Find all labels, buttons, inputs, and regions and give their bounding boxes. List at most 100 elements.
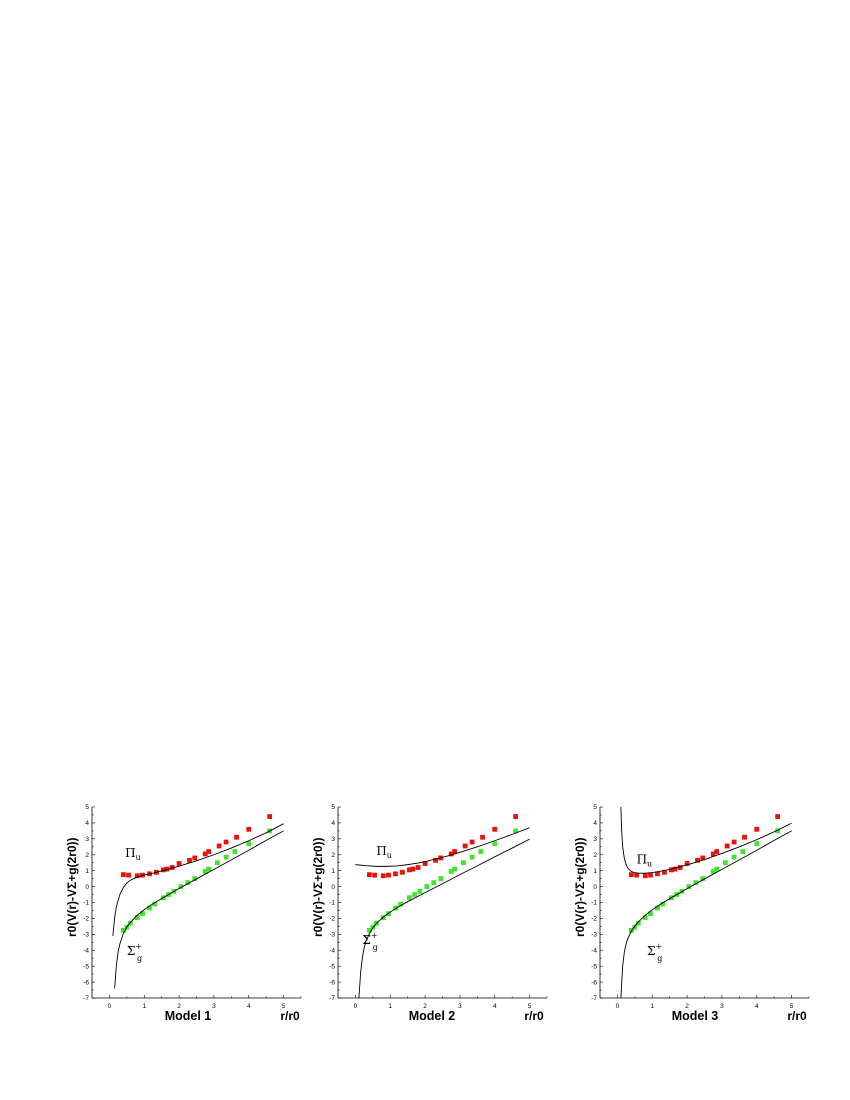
y-tick-label: 2: [593, 852, 597, 859]
y-tick-label: 0: [331, 884, 335, 891]
x-axis-label: r/r0: [280, 1009, 300, 1023]
sigma-g-point: [147, 905, 152, 911]
model-curve: [620, 830, 792, 998]
y-tick-label: 4: [85, 820, 89, 827]
model-title: Model 1: [165, 1009, 212, 1023]
y-tick-label: 4: [331, 820, 335, 827]
model-curve: [358, 838, 530, 998]
pi-u-point: [684, 861, 690, 866]
y-tick-label: -5: [591, 963, 597, 970]
x-tick-label: 1: [388, 1003, 392, 1010]
pi-u-point: [695, 857, 700, 863]
pi-u-point: [724, 843, 730, 849]
pi-u-point: [462, 843, 468, 849]
pi-u-point: [126, 872, 131, 878]
sigma-g-point: [178, 884, 184, 889]
sigma-g-point: [632, 924, 638, 930]
sigma-g-point: [492, 841, 498, 847]
pi-u-point: [700, 855, 706, 861]
pi-u-point: [176, 861, 182, 866]
model-curve: [112, 823, 284, 936]
pi-u-label: Πu: [376, 844, 392, 860]
x-tick-label: 4: [493, 1003, 497, 1010]
y-tick-label: -7: [83, 995, 89, 1002]
sigma-g-point: [407, 895, 412, 901]
pi-u-point: [754, 826, 760, 832]
y-axis-label: r0(V(r)-VΣ+g(2r0)): [65, 837, 79, 937]
y-tick-label: -3: [329, 932, 335, 939]
sigma-g-point: [366, 927, 372, 933]
y-tick-label: 0: [85, 884, 89, 891]
sigma-g-point: [223, 854, 229, 860]
y-tick-label: -1: [329, 900, 335, 907]
y-tick-label: -1: [83, 900, 89, 907]
x-tick-label: 2: [177, 1003, 181, 1010]
chart-panel-1: -7 -6 -5 -4 -3 -2 -1 0 1 2 3 4 5 0 1 2 3 4 5 Πu Σ+ g r0(V(r)-V…: [65, 804, 302, 1023]
y-tick-label: -5: [329, 963, 335, 970]
pi-u-label: Πu: [125, 846, 141, 862]
y-tick-label: 0: [593, 884, 597, 891]
pi-u-point: [775, 814, 781, 819]
sigma-g-point: [731, 854, 737, 860]
y-tick-label: 5: [331, 804, 335, 811]
sigma-g-point: [202, 869, 208, 874]
x-tick-label: 4: [247, 1003, 251, 1010]
pi-u-point: [169, 865, 175, 870]
sigma-g-point: [740, 849, 746, 854]
model-curve: [114, 830, 284, 989]
pi-u-point: [469, 839, 475, 845]
sigma-g-point: [469, 854, 475, 860]
pi-u-point: [234, 834, 239, 840]
sigma-g-point: [723, 860, 728, 866]
sigma-g-point: [448, 869, 454, 874]
sigma-g-point: [714, 866, 720, 872]
y-tick-label: -6: [329, 979, 335, 986]
x-tick-label: 0: [616, 1003, 620, 1010]
pi-u-point: [448, 851, 454, 857]
x-tick-label: 0: [108, 1003, 112, 1010]
sigma-g-point: [686, 884, 692, 889]
pi-u-point: [422, 861, 428, 866]
y-tick-label: 5: [593, 804, 597, 811]
pi-u-point: [187, 857, 192, 863]
pi-u-point: [400, 869, 405, 875]
model-title: Model 2: [409, 1009, 456, 1023]
pi-u-point: [134, 873, 140, 879]
y-tick-label: -5: [83, 963, 89, 970]
y-tick-label: -6: [591, 979, 597, 986]
x-tick-label: 1: [142, 1003, 146, 1010]
sigma-g-label: Σ+ g: [362, 931, 377, 952]
x-axis-label: r/r0: [787, 1009, 807, 1023]
sigma-g-point: [152, 901, 158, 907]
pi-u-point: [410, 866, 416, 872]
x-tick-label: 3: [720, 1003, 724, 1010]
y-tick-label: -4: [83, 947, 89, 954]
x-tick-label: 4: [755, 1003, 759, 1010]
y-tick-label: 3: [331, 836, 335, 843]
sigma-g-point: [660, 901, 666, 907]
pi-u-point: [642, 873, 648, 879]
pi-u-point: [655, 871, 660, 877]
y-tick-label: -3: [591, 932, 597, 939]
pi-u-point: [161, 867, 166, 873]
pi-u-point: [380, 873, 386, 879]
model-title: Model 3: [672, 1009, 719, 1023]
sigma-g-point: [215, 860, 220, 866]
sigma-g-point: [754, 841, 760, 847]
sigma-g-point: [642, 915, 648, 921]
y-tick-label: -1: [591, 900, 597, 907]
x-tick-label: 1: [650, 1003, 654, 1010]
sigma-g-point: [775, 828, 781, 834]
sigma-g-point: [370, 924, 376, 930]
pi-u-point: [415, 865, 421, 870]
x-tick-label: 5: [790, 1003, 794, 1010]
pi-u-point: [267, 814, 273, 819]
pi-u-point: [742, 834, 747, 840]
model-curve: [355, 827, 530, 867]
sigma-g-label: Σ+ g: [647, 942, 662, 963]
pi-u-point: [672, 866, 678, 872]
pi-u-point: [452, 849, 458, 854]
pi-u-point: [433, 857, 438, 863]
chart-panel-2: -7 -6 -5 -4 -3 -2 -1 0 1 2 3 4 5 0 1 2 3 4 5 Πu Σ+ g r0(V(r)-V…: [311, 804, 548, 1023]
